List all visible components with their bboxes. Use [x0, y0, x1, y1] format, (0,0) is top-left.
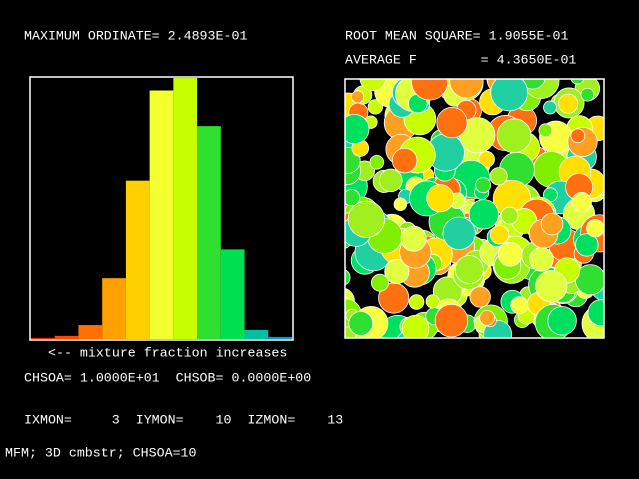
particle — [436, 107, 468, 139]
histogram — [31, 78, 292, 339]
particle — [401, 314, 430, 338]
particle — [351, 90, 365, 104]
rms: ROOT MEAN SQUARE= 1.9055E-01 — [345, 29, 568, 44]
particle-frame — [344, 78, 605, 339]
particle — [490, 79, 529, 112]
particle — [411, 79, 449, 101]
particle — [345, 114, 370, 145]
particle — [558, 93, 579, 114]
particle — [393, 197, 408, 212]
particle — [348, 310, 374, 336]
particle — [496, 118, 532, 154]
particle — [408, 294, 425, 310]
bar — [173, 78, 198, 339]
histogram-frame — [29, 76, 294, 341]
particle — [538, 123, 553, 138]
bar — [54, 335, 79, 339]
particle — [434, 303, 469, 338]
footer-title: MFM; 3D cmbstr; CHSOA=10 — [5, 446, 197, 461]
particle — [497, 241, 523, 267]
chso: CHSOA= 1.0000E+01 CHSOB= 0.0000E+00 — [24, 371, 311, 386]
particle — [489, 225, 510, 245]
particle — [475, 177, 492, 194]
particle — [359, 79, 387, 92]
particle — [570, 128, 586, 144]
particle — [425, 294, 440, 309]
bar — [102, 278, 126, 339]
particle — [570, 79, 585, 85]
particles — [345, 79, 604, 338]
particle — [449, 79, 484, 99]
particle — [469, 286, 491, 308]
particle — [379, 168, 403, 193]
particle — [479, 310, 496, 326]
particle — [571, 191, 592, 213]
max-ordinate: MAXIMUM ORDINATE= 2.4893E-01 — [24, 29, 247, 44]
particle — [543, 100, 557, 115]
particle — [468, 199, 499, 230]
average: AVERAGE F = 4.3650E-01 — [345, 53, 576, 68]
bar — [268, 336, 292, 339]
particle — [369, 154, 385, 170]
bar — [31, 337, 55, 339]
bar — [78, 325, 103, 339]
particle — [370, 273, 389, 292]
particle — [478, 151, 495, 168]
particle — [367, 99, 383, 115]
bar — [149, 90, 174, 339]
bar — [125, 180, 150, 339]
particle — [345, 189, 361, 207]
particle — [535, 270, 568, 303]
particle — [580, 87, 595, 102]
particle — [575, 233, 599, 257]
particle — [540, 212, 564, 236]
particle — [391, 147, 418, 174]
particle — [529, 247, 554, 272]
bar — [197, 126, 221, 339]
particle — [586, 219, 604, 238]
particle — [547, 306, 577, 336]
particle — [384, 258, 410, 285]
monitor: IXMON= 3 IYMON= 10 IZMON= 13 — [24, 413, 343, 428]
particle — [345, 269, 351, 286]
particle — [442, 216, 476, 251]
particle — [426, 184, 455, 213]
particle — [454, 255, 484, 285]
bar — [220, 249, 245, 339]
particle — [347, 200, 385, 238]
particle — [400, 225, 427, 252]
histogram-caption: <-- mixture fraction increases — [48, 346, 287, 361]
particle — [489, 167, 508, 186]
particle — [500, 206, 519, 225]
bar — [244, 329, 269, 339]
particle — [510, 296, 529, 315]
particle — [587, 299, 604, 327]
